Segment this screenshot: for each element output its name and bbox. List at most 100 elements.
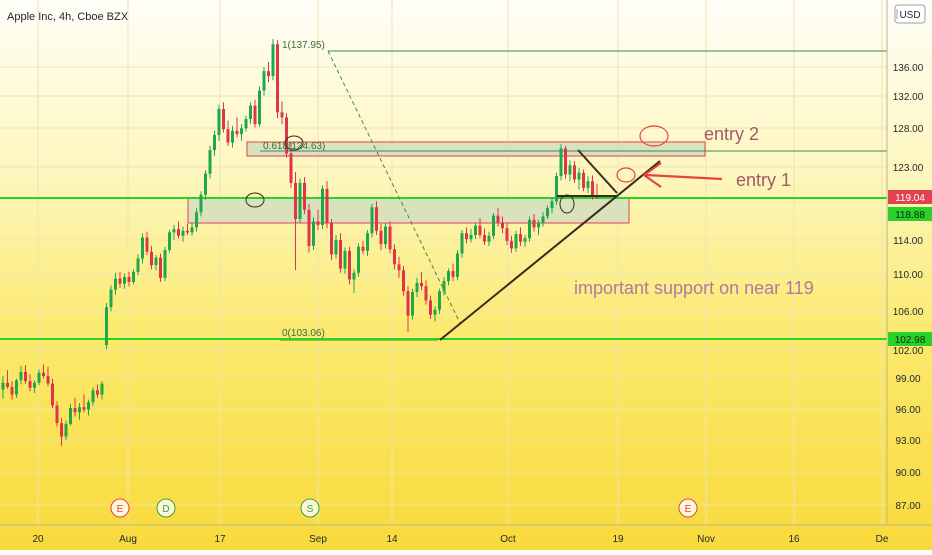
candle[interactable] bbox=[478, 218, 482, 239]
entry1-circle[interactable] bbox=[616, 167, 636, 183]
candle[interactable] bbox=[586, 176, 590, 193]
candle[interactable] bbox=[208, 145, 212, 179]
candle[interactable] bbox=[127, 271, 131, 287]
candle[interactable] bbox=[276, 40, 279, 119]
candle[interactable] bbox=[51, 378, 54, 408]
candle[interactable] bbox=[321, 185, 324, 230]
candle[interactable] bbox=[249, 102, 252, 125]
candle[interactable] bbox=[64, 420, 68, 440]
candle[interactable] bbox=[510, 235, 513, 253]
candle[interactable] bbox=[10, 381, 14, 400]
event-marker-earnings-2[interactable]: E bbox=[678, 498, 698, 518]
candle[interactable] bbox=[204, 170, 207, 200]
candle[interactable] bbox=[298, 178, 302, 224]
candle[interactable] bbox=[55, 401, 59, 427]
candle[interactable] bbox=[73, 397, 77, 417]
candle[interactable] bbox=[262, 66, 266, 96]
candle[interactable] bbox=[388, 221, 392, 254]
candle[interactable] bbox=[271, 38, 275, 81]
candle[interactable] bbox=[370, 203, 374, 238]
candle[interactable] bbox=[343, 247, 347, 274]
candle[interactable] bbox=[6, 370, 9, 389]
candle[interactable] bbox=[24, 365, 27, 384]
candle[interactable] bbox=[33, 380, 36, 393]
candle[interactable] bbox=[541, 212, 545, 227]
candle[interactable] bbox=[253, 99, 257, 128]
candle[interactable] bbox=[402, 266, 405, 296]
candle[interactable] bbox=[267, 61, 270, 83]
candle[interactable] bbox=[424, 280, 428, 305]
candle[interactable] bbox=[213, 130, 216, 156]
candle[interactable] bbox=[379, 224, 383, 251]
y-axis[interactable]: 136.00 132.00 128.00 123.00 114.00 110.00 106.… bbox=[893, 63, 924, 512]
candle[interactable] bbox=[528, 216, 531, 242]
candle[interactable] bbox=[132, 269, 135, 285]
candle[interactable] bbox=[150, 245, 153, 270]
resistance-zone[interactable] bbox=[246, 141, 706, 157]
candle[interactable] bbox=[123, 273, 126, 289]
event-marker-dividend[interactable]: D bbox=[156, 498, 176, 518]
candle[interactable] bbox=[352, 269, 356, 293]
candle[interactable] bbox=[555, 172, 558, 205]
candle[interactable] bbox=[582, 169, 585, 192]
candle[interactable] bbox=[564, 145, 567, 179]
candle[interactable] bbox=[469, 229, 473, 243]
candle[interactable] bbox=[330, 219, 333, 261]
fib-trend-line[interactable] bbox=[327, 50, 461, 324]
candle[interactable] bbox=[19, 366, 23, 385]
candle[interactable] bbox=[28, 374, 32, 392]
candle[interactable] bbox=[37, 369, 41, 386]
candle[interactable] bbox=[303, 177, 306, 214]
candle[interactable] bbox=[366, 229, 369, 256]
candle[interactable] bbox=[217, 104, 221, 141]
candle[interactable] bbox=[240, 124, 243, 141]
candle[interactable] bbox=[181, 226, 185, 242]
candle[interactable] bbox=[172, 224, 176, 240]
candle[interactable] bbox=[411, 288, 414, 320]
candle[interactable] bbox=[226, 120, 230, 146]
candle[interactable] bbox=[1, 376, 5, 399]
candle[interactable] bbox=[42, 364, 45, 379]
candle[interactable] bbox=[505, 223, 509, 246]
entry1-arrow[interactable] bbox=[645, 173, 723, 181]
highlight-ellipse-1[interactable] bbox=[245, 192, 265, 208]
candle[interactable] bbox=[348, 246, 351, 285]
candle[interactable] bbox=[523, 234, 527, 247]
candle[interactable] bbox=[186, 224, 189, 235]
candle[interactable] bbox=[285, 113, 288, 158]
candle[interactable] bbox=[429, 295, 432, 319]
candle[interactable] bbox=[114, 272, 117, 295]
candle[interactable] bbox=[465, 227, 468, 244]
event-marker-earnings-1[interactable]: E bbox=[110, 498, 130, 518]
candle[interactable] bbox=[487, 231, 491, 246]
candle[interactable] bbox=[231, 125, 234, 148]
candle[interactable] bbox=[460, 229, 464, 258]
candle[interactable] bbox=[195, 208, 198, 232]
candle[interactable] bbox=[294, 171, 297, 271]
candle[interactable] bbox=[222, 102, 225, 133]
entry1-arrowhead[interactable] bbox=[642, 162, 662, 188]
candle[interactable] bbox=[91, 387, 95, 406]
candle[interactable] bbox=[190, 223, 194, 236]
candle[interactable] bbox=[78, 402, 81, 420]
support-zone[interactable] bbox=[187, 197, 630, 224]
candle[interactable] bbox=[339, 233, 342, 273]
candle[interactable] bbox=[109, 285, 113, 312]
candle[interactable] bbox=[105, 303, 108, 350]
candle[interactable] bbox=[501, 216, 504, 234]
candle[interactable] bbox=[100, 381, 104, 400]
candle[interactable] bbox=[514, 230, 518, 252]
candle[interactable] bbox=[87, 399, 90, 416]
candle[interactable] bbox=[546, 205, 549, 219]
candle[interactable] bbox=[96, 384, 99, 398]
candle[interactable] bbox=[384, 223, 387, 249]
candle[interactable] bbox=[145, 231, 149, 256]
candle[interactable] bbox=[334, 234, 338, 259]
currency-badge[interactable] bbox=[894, 4, 926, 24]
candle[interactable] bbox=[154, 255, 158, 271]
candle[interactable] bbox=[451, 263, 455, 282]
candle[interactable] bbox=[519, 227, 522, 246]
candle[interactable] bbox=[420, 271, 423, 291]
candle[interactable] bbox=[447, 268, 450, 286]
candle[interactable] bbox=[433, 306, 437, 322]
